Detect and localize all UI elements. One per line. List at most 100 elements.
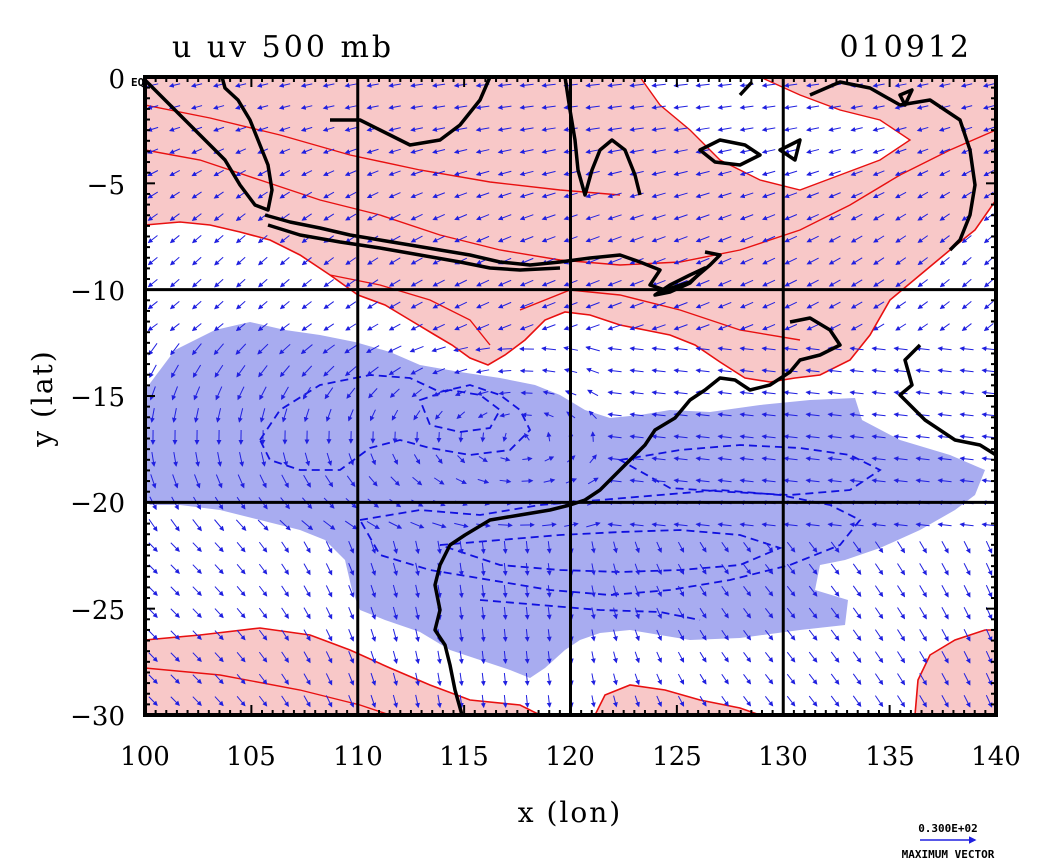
wind-vector [656,673,662,686]
wind-vector [963,673,971,686]
wind-vector [743,542,752,553]
wind-vector [278,104,291,110]
negative-contour-regions [145,322,985,678]
wind-vector [872,104,885,110]
wind-vector [324,387,334,400]
wind-vector [874,629,884,642]
wind-vector [476,390,489,396]
wind-vector [237,408,244,423]
wind-vector [852,651,862,664]
wind-vector [786,629,796,641]
wind-vector [830,629,840,641]
wind-vector [432,213,445,221]
wind-vector [236,542,246,553]
wind-vector [828,301,841,309]
wind-vector [214,300,224,310]
wind-vector [937,522,952,528]
wind-vector [458,672,464,687]
wind-vector [541,324,556,331]
wind-vector [173,452,178,467]
wind-vector [388,213,401,221]
wind-vector [808,585,818,597]
wind-vector [717,192,732,199]
wind-vector [607,302,622,309]
wind-vector [497,324,512,331]
wind-vector [432,148,446,154]
wind-vector [453,149,468,154]
wind-vector [214,542,224,553]
wind-vector [673,302,688,309]
wind-vector [806,301,819,309]
coastline-papua-west [778,138,802,162]
wind-vector [148,343,158,356]
wind-vector [897,651,906,664]
wind-vector [981,434,996,440]
lat-lon-grid [145,77,996,715]
wind-vector [786,563,796,575]
wind-vector [259,386,267,401]
wind-vector [585,214,600,221]
y-axis-label: y (lat) [26,349,59,447]
wind-vector [410,301,423,309]
wind-vector [963,695,971,708]
wind-vector [480,650,486,665]
wind-vector [258,365,268,378]
wind-vector [279,365,290,378]
wind-vector [761,434,776,440]
wind-vector [739,412,754,418]
wind-vector [542,390,555,396]
wind-vector [546,651,552,664]
wind-vector [677,541,685,553]
wind-vector [852,541,862,554]
wind-vector [300,126,313,132]
wind-vector [806,257,819,265]
wind-vector [214,519,225,532]
wind-vector [897,541,906,554]
wind-vector [850,213,863,221]
wind-vector [699,695,707,707]
wind-vector [651,192,666,199]
wind-vector [148,518,158,532]
wind-vector [301,213,312,221]
wind-vector [480,694,486,709]
wind-vector [541,149,556,154]
wind-vector [215,386,223,401]
wind-vector [432,522,447,529]
wind-vector [410,235,423,243]
wind-vector [388,521,403,529]
wind-vector [541,104,556,110]
wind-vector [279,278,290,288]
wind-vector [546,629,552,642]
wind-vector [191,148,203,154]
wind-vector [436,672,442,687]
wind-vector [213,169,224,177]
negative-region-main [145,322,985,678]
wind-vector [498,390,511,396]
wind-vector [634,563,640,576]
wind-vector [963,607,971,620]
wind-vector [872,148,885,154]
wind-vector [871,390,886,396]
wind-vector [695,324,710,331]
wind-vector [588,410,597,420]
wind-vector [915,478,930,484]
wind-vector [656,563,662,576]
wind-vector [894,127,907,132]
wind-vector [983,169,994,177]
wind-vector [808,651,818,663]
wind-vector [279,191,290,199]
wind-vector [874,607,884,620]
chart-date: 010912 [839,30,972,65]
wind-vector [281,607,289,619]
wind-vector [941,651,949,664]
positive-region-north-white-gap [639,77,912,191]
wind-vector [475,346,490,352]
wind-vector [941,585,949,598]
wind-vector [237,474,245,489]
wind-vector [699,563,707,575]
wind-vector [656,651,662,664]
wind-vector [919,607,927,620]
wind-vector [388,367,401,376]
wind-vector [325,475,334,488]
positive-region-north-inner2 [145,104,621,196]
